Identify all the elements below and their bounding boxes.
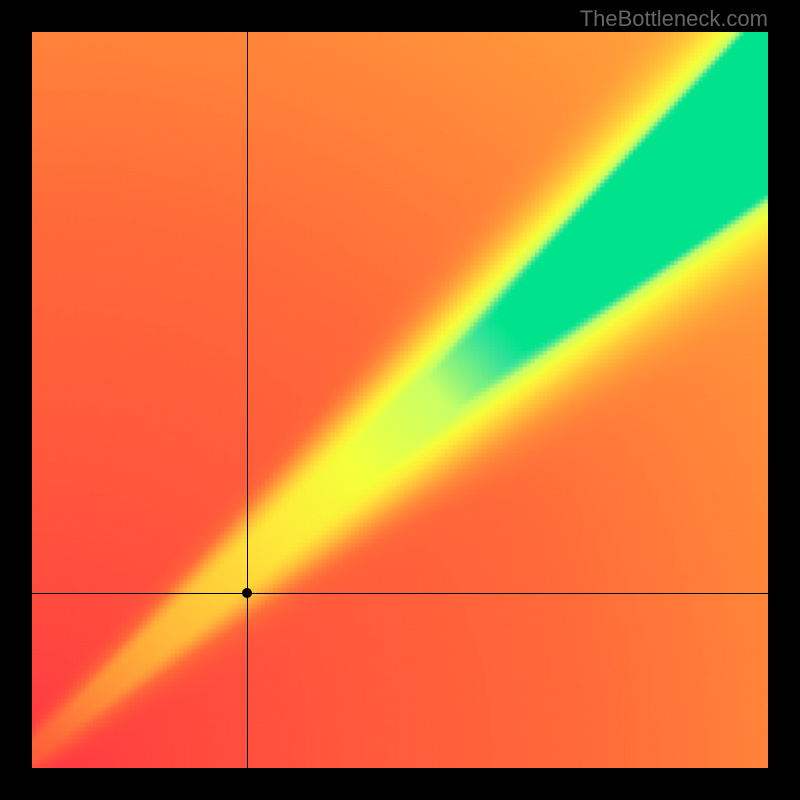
- crosshair-horizontal: [32, 593, 768, 594]
- marker-dot: [242, 588, 252, 598]
- heatmap-canvas: [32, 32, 768, 768]
- watermark-text: TheBottleneck.com: [580, 6, 768, 32]
- chart-area: [32, 32, 768, 768]
- crosshair-vertical: [247, 32, 248, 768]
